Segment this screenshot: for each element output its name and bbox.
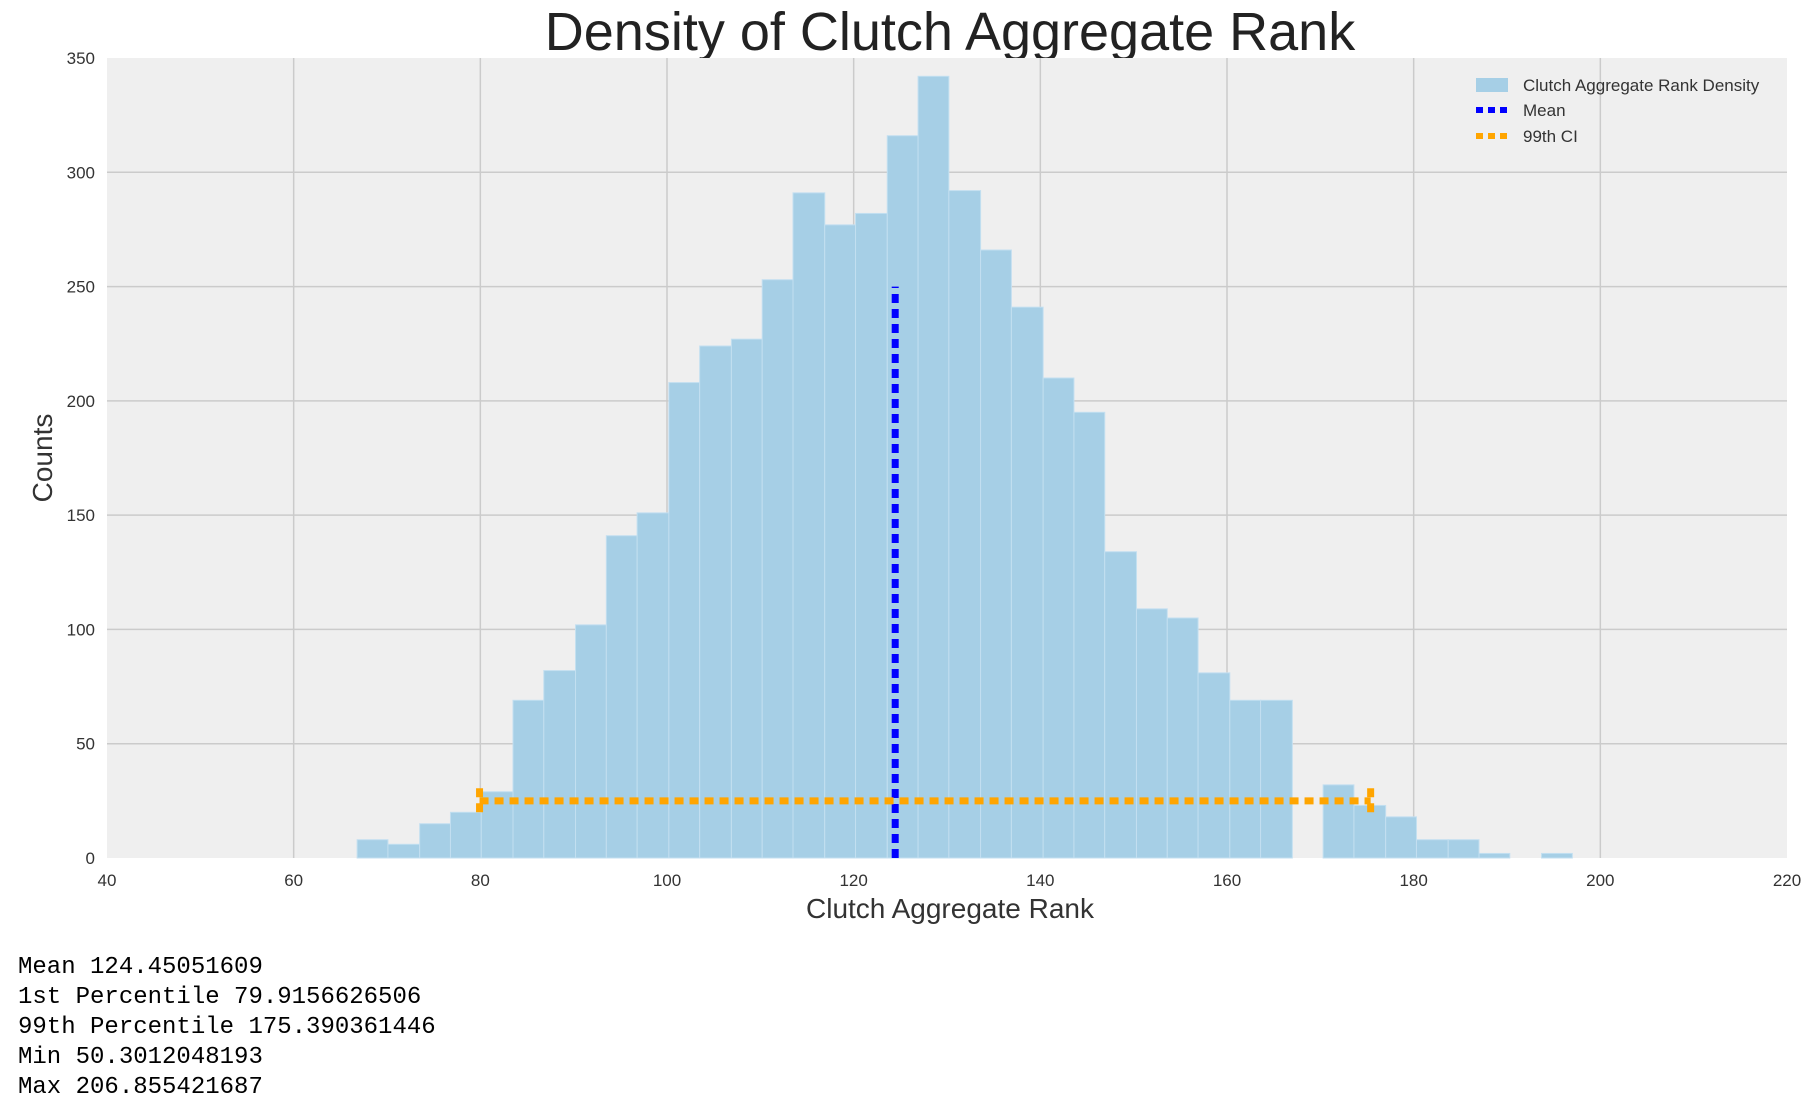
- legend: Clutch Aggregate Rank Density Mean 99th …: [1476, 76, 1760, 146]
- histogram-bars: [356, 75, 1573, 859]
- stat-max: Max 206.855421687: [18, 1074, 263, 1101]
- histogram-bar: [512, 699, 545, 859]
- x-tick-label: 140: [1026, 871, 1054, 890]
- histogram-bar: [387, 843, 421, 859]
- y-tick-label: 350: [67, 49, 95, 68]
- x-axis-label: Clutch Aggregate Rank: [806, 893, 1095, 924]
- x-tick-label: 120: [839, 871, 867, 890]
- y-tick-label: 300: [67, 163, 95, 182]
- x-tick-label: 100: [653, 871, 681, 890]
- y-tick-label: 0: [86, 849, 95, 868]
- y-tick-label: 100: [67, 620, 95, 639]
- histogram-bar: [1104, 551, 1137, 859]
- x-tick-label: 200: [1586, 871, 1614, 890]
- histogram-bar: [948, 190, 982, 859]
- histogram-bar: [543, 670, 577, 859]
- y-tick-labels: 0 50 100 150 200 250 300 350: [67, 49, 95, 868]
- x-tick-labels: 40 60 80 100 120 140 160 180 200 220: [98, 871, 1802, 890]
- x-tick-label: 160: [1213, 871, 1241, 890]
- histogram-bar: [1322, 784, 1355, 859]
- histogram-bar: [356, 839, 389, 859]
- y-axis-label: Counts: [27, 414, 58, 503]
- histogram-bar: [980, 249, 1012, 859]
- histogram-bar: [1229, 699, 1262, 859]
- chart-title: Density of Clutch Aggregate Rank: [545, 2, 1356, 62]
- overlay-lines: [476, 286, 1375, 858]
- histogram-bar: [1447, 839, 1480, 859]
- y-tick-label: 200: [67, 392, 95, 411]
- stat-mean: Mean 124.45051609: [18, 954, 263, 981]
- y-tick-label: 250: [67, 278, 95, 297]
- stat-min: Min 50.3012048193: [18, 1044, 263, 1071]
- histogram-bar: [824, 224, 857, 859]
- histogram-bar: [575, 624, 607, 859]
- stat-1st-percentile: 1st Percentile 79.9156626506: [18, 984, 422, 1011]
- histogram-bar: [1010, 306, 1044, 859]
- histogram-bar: [636, 512, 670, 859]
- x-tick-label: 80: [471, 871, 490, 890]
- histogram-bar: [1260, 699, 1293, 859]
- histogram-bar: [605, 535, 638, 859]
- histogram-bar: [1042, 377, 1075, 859]
- summary-statistics: Mean 124.45051609 1st Percentile 79.9156…: [18, 953, 436, 1103]
- histogram-bar: [1166, 617, 1199, 859]
- legend-label-mean: Mean: [1523, 101, 1566, 120]
- x-tick-label: 220: [1773, 871, 1801, 890]
- histogram-bar: [1353, 804, 1387, 859]
- y-tick-label: 150: [67, 506, 95, 525]
- histogram-bar: [449, 811, 482, 859]
- legend-swatch-density: [1476, 78, 1508, 92]
- histogram-bar: [1478, 852, 1511, 859]
- histogram-bar: [668, 382, 701, 859]
- x-tick-label: 180: [1399, 871, 1427, 890]
- x-tick-label: 40: [98, 871, 117, 890]
- legend-label-ci: 99th CI: [1523, 127, 1578, 146]
- histogram-bar: [917, 75, 950, 859]
- histogram-bar: [855, 212, 888, 859]
- histogram-bar: [1197, 672, 1231, 859]
- histogram-bar: [419, 823, 451, 859]
- stat-99th-percentile: 99th Percentile 175.390361446: [18, 1014, 436, 1041]
- histogram-bar: [730, 338, 763, 859]
- histogram-bar: [1135, 608, 1168, 859]
- histogram-bar: [1415, 839, 1449, 859]
- histogram-bar: [1385, 816, 1417, 859]
- legend-label-density: Clutch Aggregate Rank Density: [1523, 76, 1760, 95]
- y-tick-label: 50: [76, 735, 95, 754]
- histogram-bar: [699, 345, 732, 859]
- histogram-chart: Density of Clutch Aggregate Rank 40 60 80 1…: [27, 2, 1802, 924]
- histogram-bar: [761, 279, 794, 859]
- histogram-bar: [1541, 852, 1573, 859]
- histogram-bar: [1073, 411, 1106, 859]
- histogram-bar: [792, 192, 826, 859]
- x-tick-label: 60: [284, 871, 303, 890]
